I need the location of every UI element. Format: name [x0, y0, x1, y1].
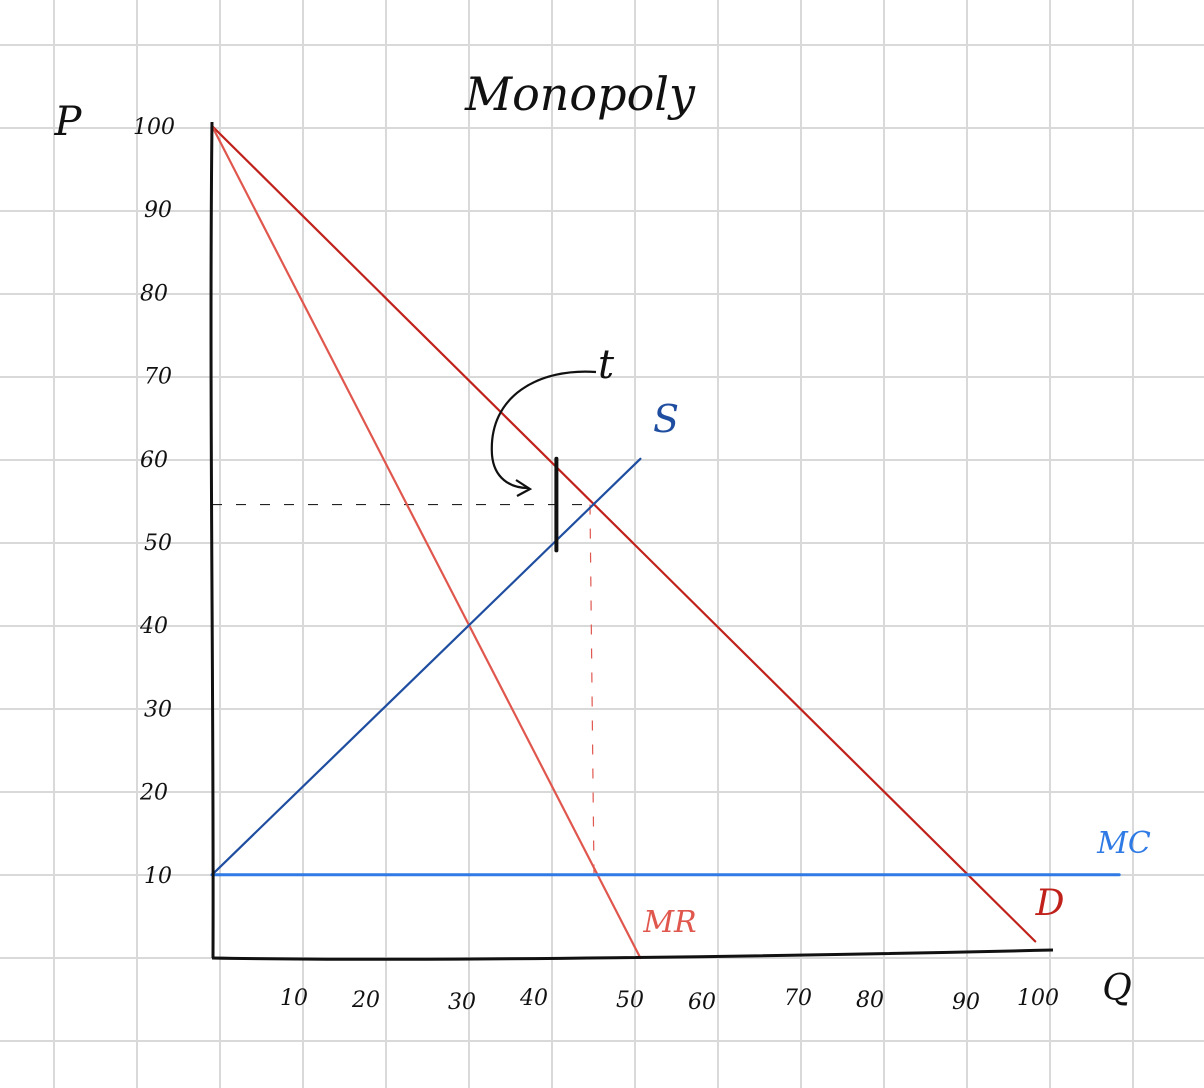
x-tick-label: 70 [784, 986, 812, 1011]
series-label-mc: MC [1096, 826, 1151, 861]
x-tick-label: 40 [519, 986, 548, 1011]
axes [209, 121, 1054, 961]
x-tick-label: 10 [280, 986, 308, 1011]
y-tick-label: 60 [140, 448, 168, 473]
x-tick-label: 80 [856, 988, 884, 1013]
x-tick-label: 100 [1017, 986, 1059, 1011]
y-tick-label: 90 [144, 198, 172, 223]
y-tick-label: 70 [144, 365, 172, 390]
curve-s [210, 457, 642, 876]
y-tick-label: 40 [139, 614, 168, 639]
y-axis-label: P [54, 99, 83, 145]
x-axis-line [211, 948, 1054, 961]
series-label-mr: MR [642, 905, 696, 940]
x-tick-label: 30 [448, 990, 476, 1015]
x-axis-label: Q [1102, 968, 1132, 1009]
y-tick-label: 20 [139, 781, 168, 806]
series-label-s: S [653, 397, 679, 441]
x-tick-label: 60 [688, 990, 716, 1015]
series-label-d: D [1035, 883, 1065, 924]
series-labels: D MR S MC [642, 397, 1151, 940]
y-tick-label: 80 [140, 281, 168, 306]
x-tick-label: 50 [616, 988, 644, 1013]
tax-annotation: t [490, 342, 615, 553]
x-tick-labels: 10 20 30 40 50 60 70 80 90 100 [280, 986, 1059, 1015]
y-tick-label: 10 [144, 864, 172, 889]
curve-d [210, 124, 1037, 943]
curve-mr [210, 124, 642, 960]
tax-arrow [490, 370, 597, 490]
chart-title: Monopoly [464, 67, 696, 121]
y-tick-labels: 10 20 30 40 50 60 70 80 90 100 [133, 115, 175, 889]
y-tick-label: 100 [133, 115, 175, 140]
y-axis-line [209, 121, 215, 959]
tax-arrow-head [515, 479, 533, 497]
y-tick-label: 50 [144, 531, 172, 556]
curves [210, 124, 1121, 960]
tax-label: t [598, 342, 615, 388]
y-tick-label: 30 [144, 697, 172, 722]
x-tick-label: 20 [351, 988, 380, 1013]
quantity-guide-line [589, 504, 595, 875]
x-tick-label: 90 [952, 990, 980, 1015]
guide-lines [212, 503, 595, 875]
